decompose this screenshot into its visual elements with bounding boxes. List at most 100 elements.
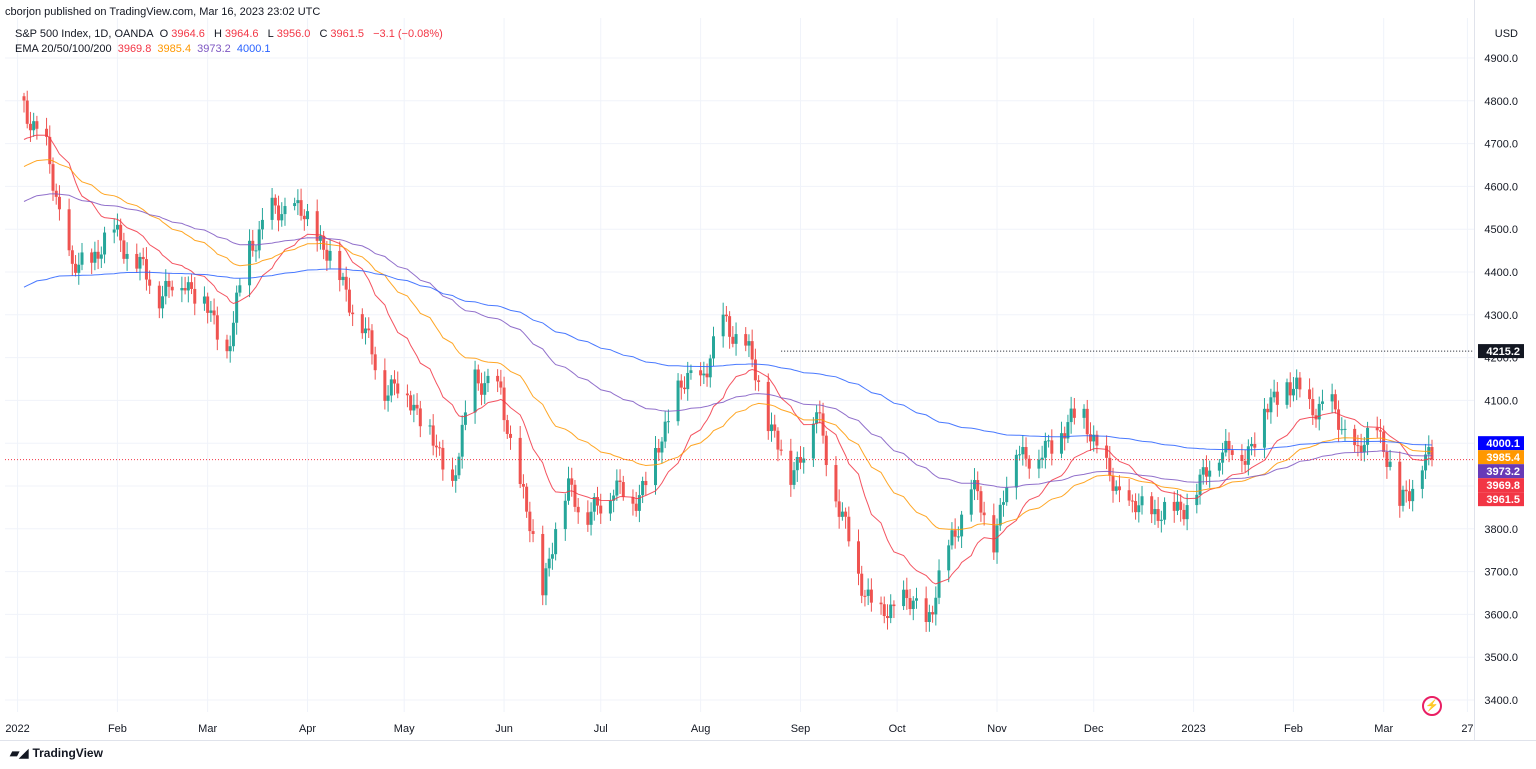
candle-body (596, 497, 600, 506)
candle-body (637, 495, 641, 511)
candle-body (1040, 457, 1044, 460)
candle-body (1243, 461, 1247, 465)
candle-body (315, 211, 319, 241)
candle-body (496, 375, 500, 382)
candle-body (1153, 509, 1157, 515)
candle-body (1401, 489, 1405, 506)
candle-body (396, 383, 400, 394)
tradingview-logo-icon: ▰◢ (10, 746, 29, 760)
candle-body (518, 437, 522, 484)
ema100-line (23, 193, 1433, 488)
candle-body (995, 525, 999, 553)
candle-body (689, 370, 693, 373)
candle-body (789, 450, 793, 485)
candle-body (773, 424, 777, 431)
candle-body (1105, 445, 1109, 458)
candle-body (567, 478, 571, 501)
x-tick-label: Feb (1284, 723, 1303, 735)
x-tick-label: Oct (889, 723, 906, 735)
candle-body (721, 314, 725, 337)
candle-body (1288, 382, 1292, 396)
candle-body (215, 315, 219, 340)
candle-body (351, 312, 355, 315)
candle-body (663, 421, 667, 442)
candle-body (212, 310, 216, 316)
candle-body (847, 516, 851, 542)
candle-body (927, 612, 931, 623)
price-tag-label: 4215.2 (1486, 346, 1520, 358)
candle-body (1359, 445, 1363, 453)
candle-body (25, 100, 29, 124)
candle-body (1224, 440, 1228, 453)
candle-body (486, 375, 490, 384)
candle-body (1330, 394, 1334, 402)
candle-body (641, 480, 645, 496)
x-tick-label: Mar (1374, 723, 1393, 735)
candle-body (1182, 509, 1186, 520)
candle-body (202, 296, 206, 304)
candle-body (451, 469, 455, 481)
candle-body (270, 197, 274, 220)
candle-body (393, 379, 397, 384)
candle-body (415, 404, 419, 409)
candle-body (148, 279, 152, 286)
candle-body (248, 240, 252, 286)
candle-body (193, 288, 197, 304)
price-tag-label: 3961.5 (1486, 494, 1520, 506)
candle-body (125, 253, 129, 259)
candle-body (1179, 501, 1183, 510)
candle-body (77, 264, 81, 273)
candle-body (937, 570, 941, 598)
candle-body (325, 249, 329, 261)
candle-body (277, 205, 281, 221)
candle-body (573, 484, 577, 507)
candle-body (866, 589, 870, 596)
candle-body (615, 480, 619, 496)
x-tick-label: Apr (299, 723, 316, 735)
candle-body (190, 282, 194, 289)
lightning-icon[interactable]: ⚡ (1422, 696, 1442, 716)
candle-body (728, 316, 732, 337)
x-tick-label: Nov (987, 723, 1007, 735)
candle-body (1388, 461, 1392, 467)
candle-body (1134, 501, 1138, 513)
candle-body (1018, 454, 1022, 456)
y-tick-label: 4100.0 (1484, 395, 1518, 407)
candle-body (892, 604, 896, 607)
candle-body (525, 486, 529, 512)
ohlc-change: −3.1 (−0.08%) (373, 28, 443, 40)
x-tick-label: 2023 (1181, 723, 1205, 735)
candle-body (824, 435, 828, 466)
candle-body (293, 203, 297, 207)
candle-body (1005, 487, 1009, 503)
candle-body (434, 445, 438, 448)
candle-body (576, 506, 580, 513)
ema200-value: 4000.1 (236, 43, 271, 55)
candle-body (905, 589, 909, 599)
candle-body (1308, 389, 1312, 400)
candle-body (67, 209, 71, 251)
candle-body (856, 541, 860, 574)
candle-body (795, 457, 799, 471)
candle-body (228, 346, 232, 352)
candle-body (115, 224, 119, 230)
candle-body (811, 423, 815, 459)
candle-body (1298, 377, 1302, 390)
candle-body (1217, 462, 1221, 471)
candle-body (969, 489, 973, 515)
candle-body (554, 529, 558, 555)
candle-body (186, 282, 190, 291)
candle-body (956, 536, 960, 538)
candle-body (418, 408, 422, 427)
candle-body (1127, 490, 1131, 501)
candle-body (953, 530, 957, 537)
candle-body (473, 369, 477, 413)
candle-body (505, 420, 509, 434)
candle-body (1246, 446, 1250, 465)
candle-body (180, 288, 184, 291)
candle-body (412, 404, 416, 411)
candle-body (1291, 388, 1295, 396)
candle-body (1420, 470, 1424, 489)
tradingview-logo[interactable]: ▰◢ TradingView (10, 746, 103, 760)
